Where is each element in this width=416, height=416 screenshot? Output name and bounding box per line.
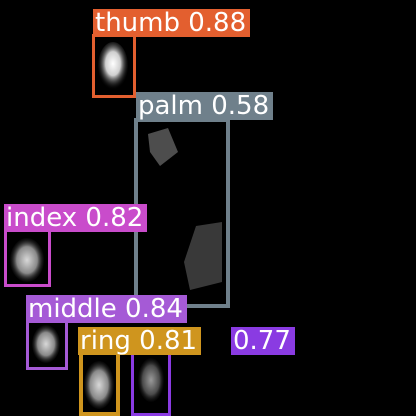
ring-bounding-box (79, 350, 120, 416)
palm-blob-upper (148, 128, 178, 166)
pinky-blob (138, 358, 164, 402)
index-bounding-box (4, 229, 51, 287)
middle-blob (32, 325, 60, 363)
middle-label: middle 0.84 (26, 295, 187, 323)
thumb-blob (98, 42, 128, 90)
palm-bounding-box (134, 118, 230, 308)
ring-label: ring 0.81 (78, 327, 202, 355)
palm-label: palm 0.58 (136, 92, 274, 120)
palm-blob-lower (184, 222, 222, 290)
pinky-label: 0.77 (231, 327, 295, 355)
thumb-bounding-box (92, 34, 136, 98)
index-blob (10, 238, 44, 282)
pinky-bounding-box (131, 350, 171, 416)
index-label: index 0.82 (4, 204, 148, 232)
ring-blob (84, 361, 114, 409)
middle-bounding-box (26, 319, 68, 370)
thumb-label: thumb 0.88 (93, 9, 251, 37)
